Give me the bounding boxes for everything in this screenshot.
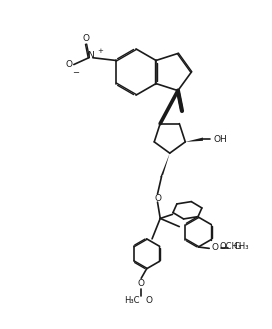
Text: OCH₃: OCH₃ xyxy=(220,242,242,251)
Text: −: − xyxy=(72,68,79,77)
Text: O: O xyxy=(146,295,153,305)
Text: O: O xyxy=(66,60,72,69)
Text: N: N xyxy=(87,51,94,60)
Text: H₃C: H₃C xyxy=(124,295,140,305)
Text: O: O xyxy=(212,243,219,252)
Text: OH: OH xyxy=(214,135,228,144)
Text: O: O xyxy=(154,194,161,203)
Text: O: O xyxy=(137,279,144,288)
Text: CH₃: CH₃ xyxy=(233,242,249,251)
Text: +: + xyxy=(97,48,103,54)
Polygon shape xyxy=(185,138,203,142)
Text: O: O xyxy=(83,34,89,43)
Polygon shape xyxy=(160,153,170,178)
